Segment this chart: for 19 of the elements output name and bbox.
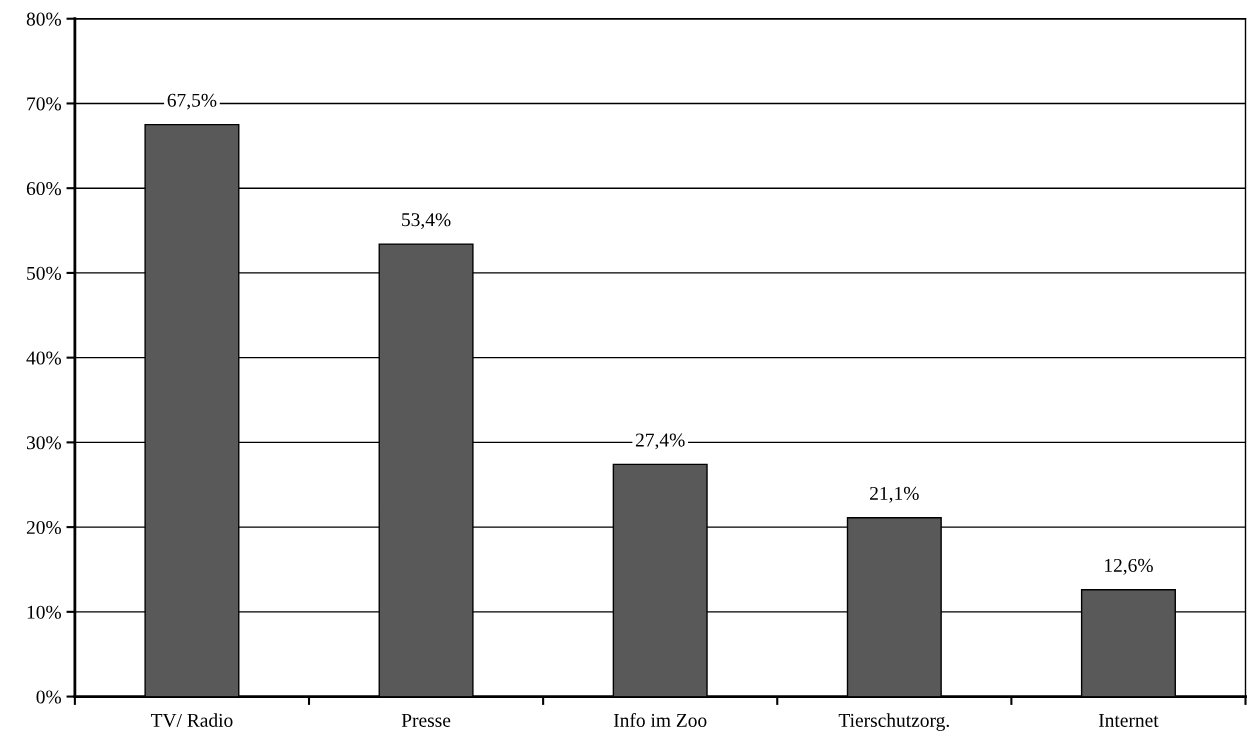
y-tick-label: 30% bbox=[26, 436, 62, 450]
y-tick-label: 0% bbox=[36, 690, 62, 704]
y-tick-label: 60% bbox=[26, 182, 62, 196]
data-label: 21,1% bbox=[870, 486, 919, 503]
x-tick-label: Presse bbox=[401, 714, 451, 727]
y-tick-label: 20% bbox=[26, 520, 62, 535]
y-tick-label: 50% bbox=[27, 266, 62, 280]
x-tick-label: Tierschutzorg. bbox=[838, 713, 949, 731]
y-tick-label: 40% bbox=[26, 351, 62, 365]
y-tick-label: 70% bbox=[27, 97, 62, 111]
y-tick-label: 80% bbox=[26, 12, 62, 26]
data-label: 53,4% bbox=[402, 213, 451, 230]
data-label: 27,4% bbox=[635, 433, 685, 450]
x-tick-label: Info im Zoo bbox=[613, 713, 707, 727]
data-label: 67,5% bbox=[167, 93, 217, 110]
x-tick-label: Internet bbox=[1098, 714, 1159, 727]
y-tick-label: 10% bbox=[27, 605, 62, 619]
data-label: 12,6% bbox=[1105, 558, 1153, 575]
x-tick-label: TV/ Radio bbox=[150, 713, 233, 728]
